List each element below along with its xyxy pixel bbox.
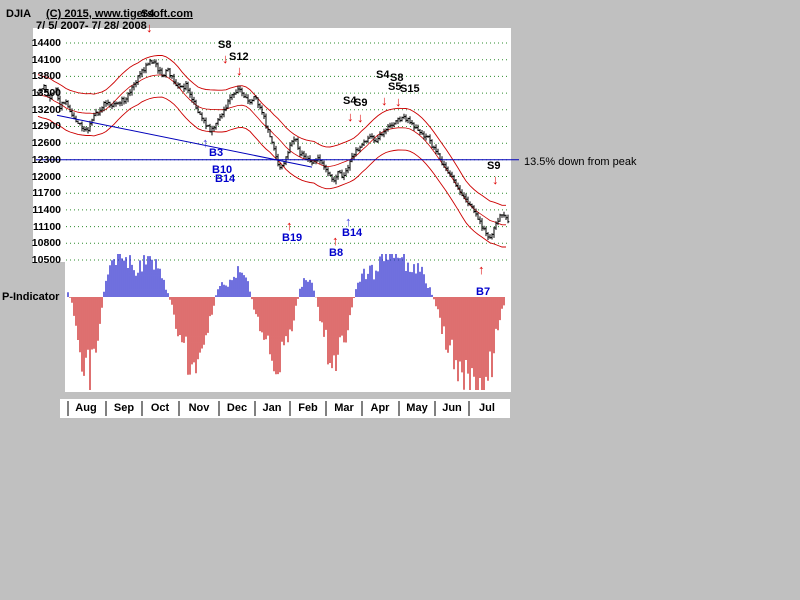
month-ticks [67,401,470,416]
peak-annotation: 13.5% down from peak [524,156,637,168]
copyright-link[interactable]: (C) 2015, www.tigersoft.com [46,8,193,20]
chart-symbol: DJIA [6,8,32,20]
indicator-bars-positive [67,254,433,297]
trading-bands [37,54,506,248]
down-trendline [56,114,313,168]
indicator-label: P-Indicator [2,291,60,303]
price-candles [36,58,510,240]
month-axis [60,399,510,418]
date-range: 7/ 5/ 2007- 7/ 28/ 2008 [36,20,147,32]
indicator-bars-negative [69,297,505,390]
price-pane [33,28,511,262]
